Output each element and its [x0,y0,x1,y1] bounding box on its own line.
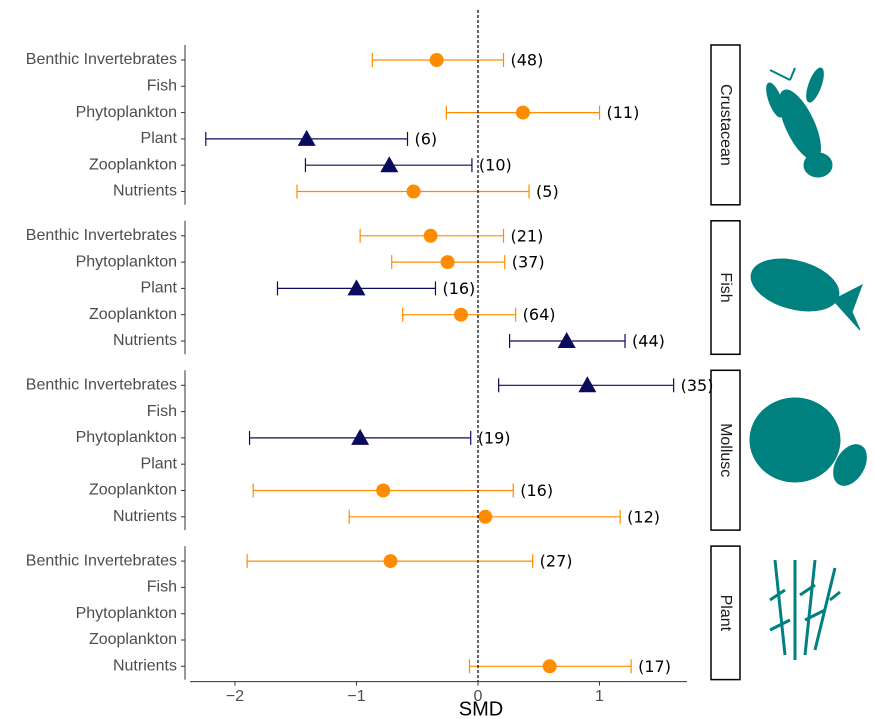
y-tick-label: Zooplankton [89,306,177,323]
point [297,129,316,146]
strip-box [710,220,741,356]
x-tick-label: 0 [474,688,483,705]
n-label: (16) [442,279,475,298]
strip-box [710,44,741,206]
y-tick-label: Fish [147,403,177,420]
point [453,307,468,322]
y-tick-label: Phytoplankton [76,253,177,270]
n-label: (21) [511,226,544,245]
point [423,228,438,243]
point [380,156,399,173]
x-axis-title: SMD [459,698,503,719]
point [515,105,530,120]
n-label: (48) [511,51,544,70]
fish-icon [750,258,863,331]
point [542,659,557,674]
y-tick-label: Benthic Invertebrates [26,552,177,569]
mollusc-icon [749,397,867,486]
strip-label: Plant [717,595,734,632]
x-tick-label: −2 [226,688,244,705]
point [347,279,366,296]
n-label: (10) [479,156,512,175]
y-tick-label: Phytoplankton [76,605,177,622]
y-tick-label: Benthic Invertebrates [26,51,177,68]
y-tick-label: Plant [141,130,178,147]
n-label: (35) [681,376,714,395]
crayfish-icon [766,67,833,178]
n-label: (12) [627,507,660,526]
x-tick-label: 1 [595,688,604,705]
strip-box [710,545,741,681]
point [557,332,576,348]
point [406,184,421,199]
y-tick-label: Zooplankton [89,631,177,648]
strip-box [710,369,741,531]
y-tick-label: Nutrients [113,508,177,525]
y-tick-label: Nutrients [113,658,177,675]
point [478,509,493,524]
strip-label: Crustacean [717,84,734,166]
y-tick-label: Zooplankton [89,156,177,173]
n-label: (27) [540,552,573,571]
y-tick-label: Phytoplankton [76,429,177,446]
icons [749,67,867,660]
y-tick-label: Nutrients [113,183,177,200]
y-tick-label: Fish [147,579,177,596]
n-label: (19) [478,428,511,447]
point [383,554,398,569]
n-label: (11) [607,103,640,122]
n-label: (16) [520,481,553,500]
point [440,255,455,270]
point [376,483,391,498]
y-tick-label: Zooplankton [89,482,177,499]
y-tick-label: Plant [141,455,178,472]
point [578,376,597,393]
y-tick-label: Fish [147,78,177,95]
n-label: (37) [512,253,545,272]
plant-icon [769,559,841,660]
y-tick-label: Phytoplankton [76,104,177,121]
n-label: (44) [632,332,665,351]
n-label: (5) [536,182,559,201]
point [429,53,444,67]
y-tick-label: Nutrients [113,332,177,349]
n-label: (6) [415,129,438,148]
n-label: (64) [523,305,556,324]
y-tick-label: Benthic Invertebrates [26,377,177,394]
strip-label: Fish [717,272,734,302]
n-label: (17) [638,657,671,676]
x-tick-label: −1 [347,688,365,705]
point [351,428,370,445]
y-tick-label: Benthic Invertebrates [26,227,177,244]
strip-label: Mollusc [717,423,734,477]
y-tick-label: Plant [141,280,178,297]
